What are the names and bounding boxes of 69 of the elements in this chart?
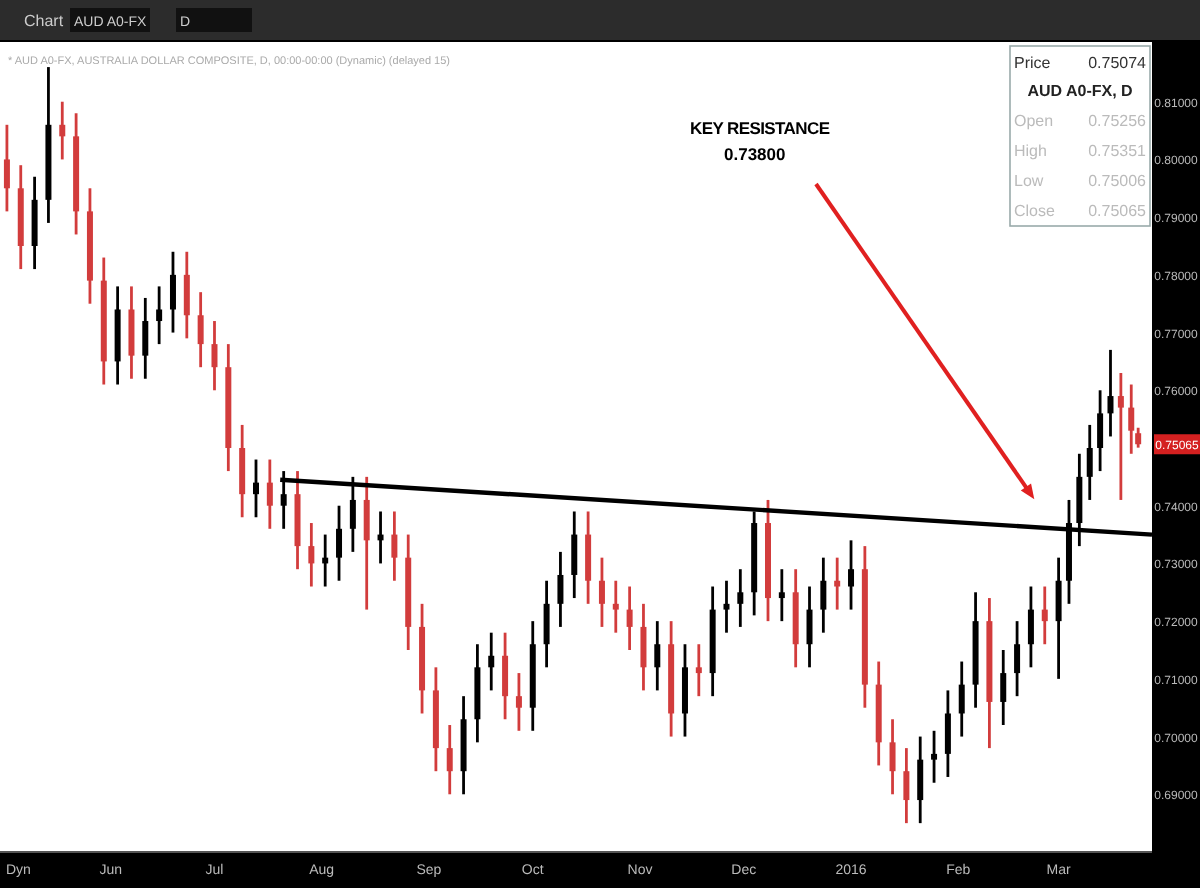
candlestick [681, 642, 688, 738]
candlestick [211, 319, 218, 392]
candlestick [1041, 585, 1048, 646]
annotation: Low [1014, 172, 1044, 190]
annotation: AUD A0-FX, D [1027, 82, 1134, 100]
annotation: 0.75065 [1088, 202, 1148, 220]
candlestick [515, 671, 522, 733]
candlestick [944, 689, 951, 779]
text: Chart [24, 12, 65, 30]
annotation: 0.75006 [1088, 172, 1148, 190]
candlestick [1086, 423, 1093, 502]
candlestick [446, 723, 453, 796]
candlestick [197, 290, 204, 369]
annotation: 0.75351 [1088, 142, 1148, 160]
candlestick [363, 475, 370, 611]
candlestick [834, 556, 841, 611]
candlestick [598, 556, 605, 629]
candlestick [917, 735, 924, 825]
annotation: 0.75074 [1088, 54, 1148, 72]
candlestick [723, 579, 730, 635]
candlestick [308, 521, 315, 588]
candlestick [958, 660, 965, 738]
candlestick [848, 538, 855, 611]
annotation: 0.75256 [1088, 112, 1148, 130]
candlestick [239, 423, 246, 519]
candlestick [142, 296, 149, 381]
candlestick [31, 175, 38, 271]
candlestick [820, 556, 827, 635]
candlestick [266, 458, 273, 531]
candlestick [612, 579, 619, 635]
candlestick [1014, 619, 1021, 698]
candlestick [169, 250, 176, 334]
annotation: Close [1014, 202, 1057, 220]
candlestick [889, 717, 896, 796]
candlestick [253, 458, 259, 519]
candlestick [557, 550, 564, 629]
candlestick [59, 100, 66, 161]
candlestick [931, 729, 938, 785]
annotation: Price [1014, 54, 1052, 72]
candlestick [626, 585, 633, 652]
candlestick [585, 510, 592, 606]
candlestick [391, 510, 398, 583]
candlestick [336, 504, 343, 583]
candlestick [571, 510, 578, 600]
annotation: KEY RESISTANCE [690, 118, 831, 138]
candlestick [488, 631, 495, 692]
candlestick [778, 567, 785, 623]
candlestick [183, 250, 190, 340]
candlestick [1117, 371, 1124, 502]
candlestick [1097, 388, 1104, 473]
candlestick [806, 585, 813, 669]
candlestick [1107, 348, 1114, 438]
candlestick [1055, 556, 1062, 681]
candlestick [128, 285, 135, 381]
candlestick [695, 642, 702, 698]
candlestick [3, 123, 10, 213]
candlestick [543, 579, 550, 669]
candlestick [903, 746, 910, 825]
candlestick [654, 619, 661, 692]
candlestick [1027, 585, 1034, 669]
candlestick [1128, 383, 1135, 456]
candlestick [640, 602, 647, 692]
candlestick [502, 631, 509, 721]
candlestick [737, 567, 744, 629]
candlestick [1000, 648, 1007, 727]
annotation: High [1014, 142, 1047, 160]
annotation: Open [1014, 112, 1054, 130]
annotation: 0.73800 [724, 144, 786, 164]
candlestick [156, 285, 163, 346]
